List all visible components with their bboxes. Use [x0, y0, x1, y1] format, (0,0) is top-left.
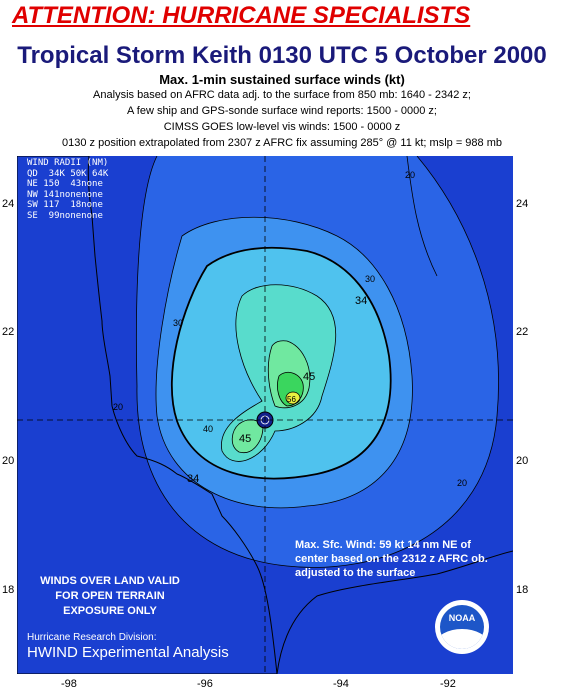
- y-tick-right-22: 22: [516, 326, 529, 338]
- division-credit: Hurricane Research Division:: [27, 632, 157, 643]
- x-tick-98: -98: [61, 678, 77, 690]
- y-tick-right-18: 18: [516, 584, 529, 596]
- label-45-south: 45: [239, 433, 251, 445]
- noaa-logo: NOAA: [435, 600, 489, 654]
- y-tick-right-20: 20: [516, 455, 529, 467]
- y-tick-left-20: 20: [2, 455, 15, 467]
- info-line-cimss: CIMSS GOES low-level vis winds: 1500 - 0…: [163, 121, 401, 133]
- noaa-logo-wave: [440, 629, 484, 649]
- wind-radii-se: SE 99nonenone: [27, 210, 103, 221]
- contour-34: [170, 246, 392, 480]
- band-56kt: [286, 392, 300, 404]
- land-validity-note: WINDS OVER LAND VALID FOR OPEN TERRAIN E…: [40, 575, 180, 617]
- wind-radii-ne: NE 150 43none: [27, 179, 103, 189]
- map-subtitle: Max. 1-min sustained surface winds (kt): [159, 72, 405, 87]
- max-wind-note: Max. Sfc. Wind: 59 kt 14 nm NE of center…: [295, 539, 488, 579]
- label-30-west: 30: [173, 318, 183, 328]
- y-tick-right-24: 24: [516, 198, 529, 210]
- contour-20-east: [406, 156, 438, 277]
- info-line-ship: A few ship and GPS-sonde surface wind re…: [126, 105, 437, 117]
- coastline-mexico: [17, 156, 278, 674]
- x-tick-96: -96: [197, 678, 213, 690]
- attention-banner: ATTENTION: HURRICANE SPECIALISTS: [12, 2, 471, 29]
- y-tick-left-24: 24: [2, 198, 15, 210]
- contour-56: [285, 391, 301, 405]
- wind-field-map: 20 20 20 30 30 34 34 40 45 45 56 WIND RA…: [17, 156, 513, 674]
- label-20-south: 20: [457, 478, 467, 488]
- x-tick-92: -92: [440, 678, 456, 690]
- y-tick-left-22: 22: [2, 326, 15, 338]
- band-45kt: [232, 340, 310, 453]
- info-line-position: 0130 z position extrapolated from 2307 z…: [62, 137, 502, 149]
- wind-radii-sw: SW 117 18none: [27, 200, 103, 210]
- contour-20: [135, 156, 499, 568]
- label-56: 56: [287, 395, 296, 404]
- wind-radii-cols: QD 34K 50K 64K: [27, 168, 109, 179]
- x-tick-94: -94: [333, 678, 349, 690]
- wind-radii-nw: NW 141nonenone: [27, 189, 103, 200]
- contour-40: [221, 284, 337, 462]
- coastline-yucatan: [276, 550, 513, 674]
- y-tick-left-18: 18: [2, 584, 15, 596]
- wind-radii-table: WIND RADII (NM) QD 34K 50K 64K NE 150 43…: [27, 158, 108, 221]
- wind-radii-header: WIND RADII (NM): [27, 158, 109, 168]
- label-20-west: 20: [113, 402, 123, 412]
- label-30-north: 30: [365, 274, 375, 284]
- product-name: HWIND Experimental Analysis: [27, 644, 229, 661]
- noaa-logo-text: NOAA: [448, 613, 476, 623]
- label-34-north: 34: [355, 295, 367, 307]
- label-40-south: 40: [203, 424, 213, 434]
- info-line-analysis: Analysis based on AFRC data adj. to the …: [93, 89, 471, 101]
- page-title: Tropical Storm Keith 0130 UTC 5 October …: [17, 42, 547, 69]
- contour-30: [155, 216, 413, 509]
- label-20-east: 20: [405, 170, 415, 180]
- wind-field-svg: 20 20 20 30 30 34 34 40 45 45 56: [17, 156, 513, 674]
- noaa-logo-emblem: NOAA: [440, 605, 484, 649]
- label-34-south: 34: [187, 473, 199, 485]
- label-45-north: 45: [303, 371, 315, 383]
